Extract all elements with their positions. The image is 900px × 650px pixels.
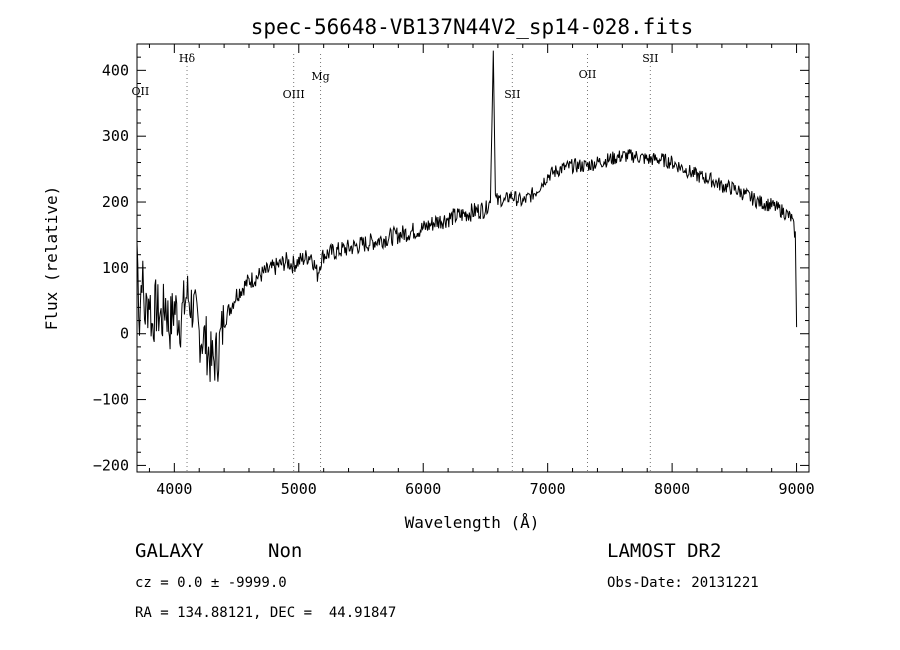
y-tick-label: 300 [102, 127, 129, 145]
object-subclass: Non [268, 540, 303, 562]
spectrum-series [136, 50, 798, 382]
y-tick-label: 400 [102, 61, 129, 79]
line-label: Mg [311, 70, 329, 83]
line-label: OII [132, 85, 150, 98]
axis-ticks: 4000 5000 6000 7000 8000 9000 −200 −100 0 100 200 3… [93, 43, 815, 498]
object-class: GALAXY [135, 540, 204, 562]
y-tick-label: 100 [102, 259, 129, 277]
line-label: SII [642, 52, 658, 65]
y-tick-label: 200 [102, 193, 129, 211]
x-tick-label: 5000 [281, 480, 317, 498]
x-tick-label: 4000 [156, 480, 192, 498]
y-tick-label: −200 [93, 456, 129, 474]
line-label: Hδ [179, 52, 196, 65]
obs-date: Obs-Date: 20131221 [607, 575, 759, 591]
ra-dec: RA = 134.88121, DEC = 44.91847 [135, 605, 397, 621]
y-tick-label: −100 [93, 391, 129, 409]
line-label: SII [504, 88, 520, 101]
x-tick-label: 6000 [405, 480, 441, 498]
x-axis-label: Wavelength (Å) [405, 513, 540, 532]
survey-label: LAMOST DR2 [607, 540, 722, 562]
chart-title: spec-56648-VB137N44V2_sp14-028.fits [251, 15, 694, 39]
emission-lines: OII Hδ OIII Mg SII OII SII [132, 52, 658, 472]
plot-frame [136, 43, 810, 473]
x-tick-label: 8000 [654, 480, 690, 498]
cz-value: cz = 0.0 ± -9999.0 [135, 575, 287, 591]
line-label: OII [579, 68, 597, 81]
y-axis-label: Flux (relative) [42, 186, 61, 331]
x-tick-label: 7000 [530, 480, 566, 498]
x-tick-label: 9000 [778, 480, 814, 498]
line-label: OIII [283, 88, 305, 101]
spectrum-line [136, 50, 798, 382]
y-tick-label: 0 [120, 325, 129, 343]
